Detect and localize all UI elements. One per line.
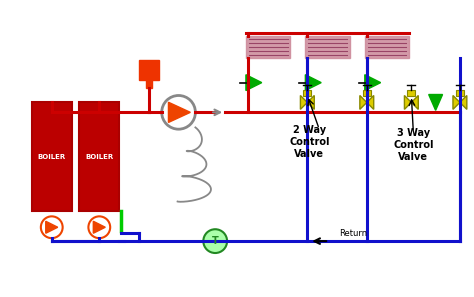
Polygon shape	[46, 221, 58, 233]
Text: BOILER: BOILER	[37, 154, 66, 160]
Bar	[146, 80, 152, 88]
Bar	[246, 36, 291, 58]
Polygon shape	[411, 96, 418, 109]
Bar	[303, 90, 311, 96]
Polygon shape	[307, 96, 314, 109]
Text: 3 Way
Control
Valve: 3 Way Control Valve	[393, 128, 434, 162]
Text: T: T	[212, 236, 219, 246]
Circle shape	[41, 216, 63, 238]
Bar	[305, 36, 350, 58]
Polygon shape	[428, 94, 443, 110]
Bar	[365, 36, 410, 58]
Bar	[80, 102, 119, 211]
Polygon shape	[404, 96, 411, 109]
Bar	[363, 90, 371, 96]
Circle shape	[89, 216, 110, 238]
Polygon shape	[360, 96, 367, 109]
Bar	[407, 90, 415, 96]
Bar	[456, 90, 464, 96]
Polygon shape	[246, 75, 262, 91]
Polygon shape	[305, 75, 321, 91]
Text: 2 Way
Control
Valve: 2 Way Control Valve	[289, 125, 329, 159]
Polygon shape	[367, 96, 374, 109]
Text: Return: Return	[339, 229, 367, 238]
Bar	[139, 60, 159, 80]
Bar	[32, 102, 72, 211]
Polygon shape	[168, 102, 191, 122]
Circle shape	[162, 96, 195, 129]
Polygon shape	[365, 75, 381, 91]
Text: BOILER: BOILER	[85, 154, 113, 160]
Polygon shape	[301, 96, 307, 109]
Polygon shape	[453, 96, 460, 109]
Polygon shape	[93, 221, 105, 233]
Circle shape	[203, 229, 227, 253]
Polygon shape	[460, 96, 467, 109]
